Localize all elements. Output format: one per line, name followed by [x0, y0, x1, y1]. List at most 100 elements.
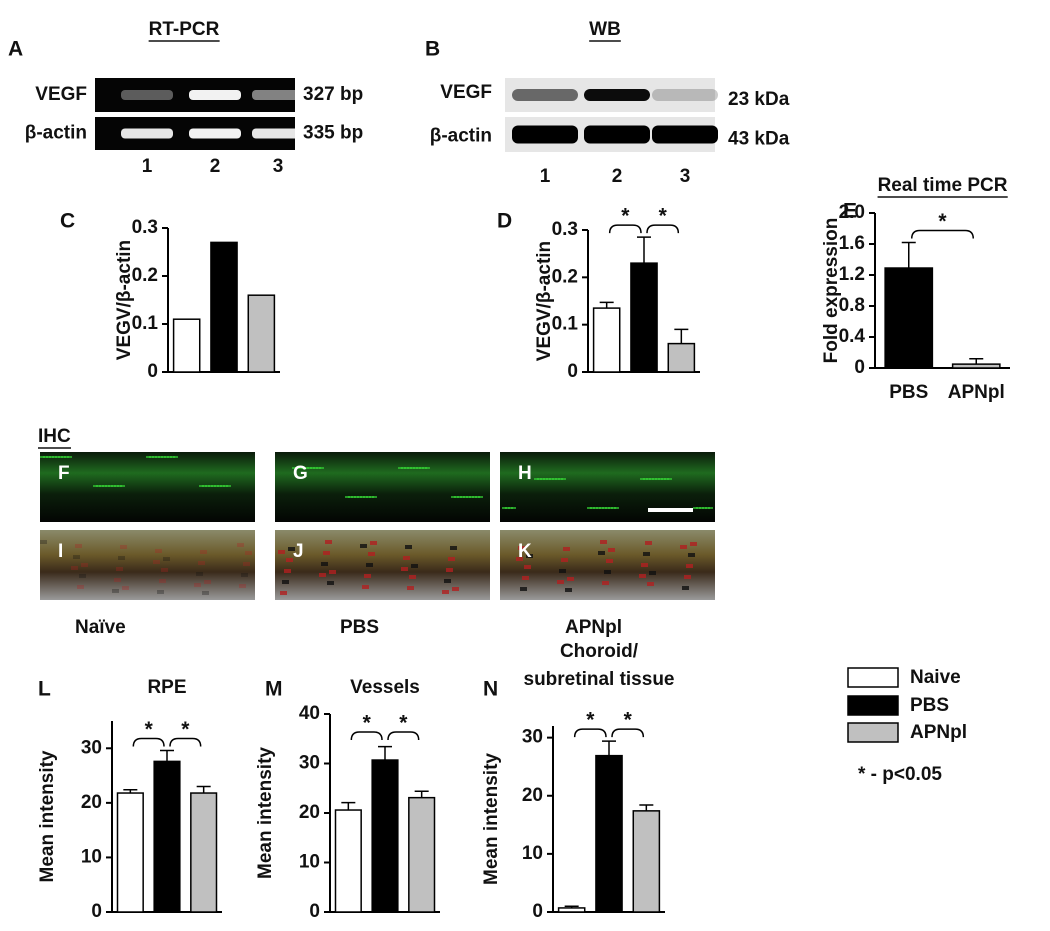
- bar: [408, 796, 436, 913]
- size-label: 23 kDa: [728, 89, 790, 110]
- ihc-speck: [370, 541, 377, 545]
- y-axis-label: VEGV/β-actin: [114, 240, 135, 360]
- ihc-speck: [516, 557, 523, 561]
- ihc-image: [500, 530, 715, 600]
- ihc-speck: [161, 456, 166, 458]
- ihc-speck: [522, 576, 529, 580]
- significance-label: *: [621, 205, 630, 228]
- ihc-speck: [600, 540, 607, 544]
- ihc-speck: [596, 507, 601, 509]
- row-label: VEGF: [35, 84, 87, 105]
- error-bar: [637, 236, 651, 264]
- size-label: 327 bp: [303, 84, 363, 105]
- ihc-speck: [658, 478, 663, 480]
- ihc-speck: [559, 569, 566, 573]
- ihc-speck: [348, 496, 353, 498]
- ihc-speck: [696, 507, 701, 509]
- ihc-speck: [614, 507, 619, 509]
- ihc-speck: [368, 552, 375, 556]
- ihc-speck: [284, 569, 291, 573]
- ihc-speck: [157, 590, 164, 594]
- panel-letter: L: [38, 678, 51, 701]
- ihc-speck: [451, 496, 456, 498]
- ihc-speck: [105, 485, 110, 487]
- ihc-speck: [170, 456, 175, 458]
- ihc-speck: [304, 467, 309, 469]
- ihc-speck: [608, 548, 615, 552]
- y-tick-label: 10: [299, 852, 320, 873]
- ihc-speck: [202, 485, 207, 487]
- ihc-speck: [448, 557, 455, 561]
- blot-band: [584, 89, 650, 101]
- ihc-speck: [292, 467, 297, 469]
- ihc-speck: [460, 496, 465, 498]
- ihc-speck: [643, 478, 648, 480]
- bar: [247, 294, 276, 373]
- ihc-speck: [398, 467, 403, 469]
- error-bar: [123, 789, 138, 794]
- ihc-speck: [602, 507, 607, 509]
- ihc-speck: [475, 496, 480, 498]
- ihc-speck: [73, 555, 80, 559]
- ihc-speck: [245, 551, 252, 555]
- group-label: Naïve: [75, 617, 126, 638]
- error-bar: [378, 745, 392, 761]
- ihc-speck: [505, 507, 510, 509]
- ihc-speck: [565, 588, 572, 592]
- y-axis-label: VEGV/β-actin: [534, 241, 555, 361]
- ihc-speck: [606, 559, 613, 563]
- y-tick-label: 0: [567, 361, 578, 382]
- ihc-speck: [362, 585, 369, 589]
- significance-label: *: [145, 718, 154, 741]
- legend-swatch: [847, 722, 899, 743]
- ihc-speck: [686, 564, 693, 568]
- significance-bracket: [387, 731, 420, 741]
- ihc-speck: [413, 467, 418, 469]
- significance-bracket: [132, 737, 165, 747]
- ihc-speck: [102, 485, 107, 487]
- ihc-speck: [239, 584, 246, 588]
- gel-band: [252, 128, 304, 139]
- ihc-speck: [652, 478, 657, 480]
- ihc-speck: [205, 485, 210, 487]
- legend-label: APNpl: [910, 722, 967, 743]
- ihc-image: [275, 452, 490, 522]
- y-tick-label: 0.2: [552, 266, 578, 287]
- blot-band: [652, 125, 718, 144]
- x-tick-label: APNpl: [948, 382, 1005, 403]
- y-tick-label: 0.2: [132, 265, 158, 286]
- x-tick-label: PBS: [889, 382, 928, 403]
- ihc-speck: [75, 544, 82, 548]
- significance-label: *: [659, 205, 668, 228]
- ihc-speck: [208, 485, 213, 487]
- y-tick-label: 0.1: [132, 313, 159, 334]
- ihc-speck: [422, 467, 427, 469]
- ihc-speck: [120, 485, 125, 487]
- panel-letter: C: [60, 210, 75, 233]
- ihc-speck: [198, 561, 205, 565]
- ihc-speck: [611, 507, 616, 509]
- ihc-speck: [120, 545, 127, 549]
- ihc-speck: [114, 485, 119, 487]
- ihc-speck: [118, 556, 125, 560]
- panel-letter: G: [293, 463, 308, 484]
- panel-letter: K: [518, 541, 532, 562]
- ihc-speck: [363, 496, 368, 498]
- lane-label: 1: [142, 156, 153, 177]
- gel-band: [189, 90, 241, 100]
- row-label: β-actin: [25, 123, 87, 144]
- ihc-speck: [372, 496, 377, 498]
- ihc-speck: [108, 485, 113, 487]
- ihc-speck: [167, 456, 172, 458]
- error-bar: [602, 740, 616, 756]
- ihc-speck: [366, 563, 373, 567]
- ihc-speck: [452, 587, 459, 591]
- ihc-speck: [661, 478, 666, 480]
- ihc-speck: [199, 485, 204, 487]
- ihc-speck: [146, 456, 151, 458]
- ihc-speck: [366, 496, 371, 498]
- ihc-speck: [520, 587, 527, 591]
- significance-label: *: [624, 709, 633, 732]
- y-tick-label: 20: [522, 785, 543, 806]
